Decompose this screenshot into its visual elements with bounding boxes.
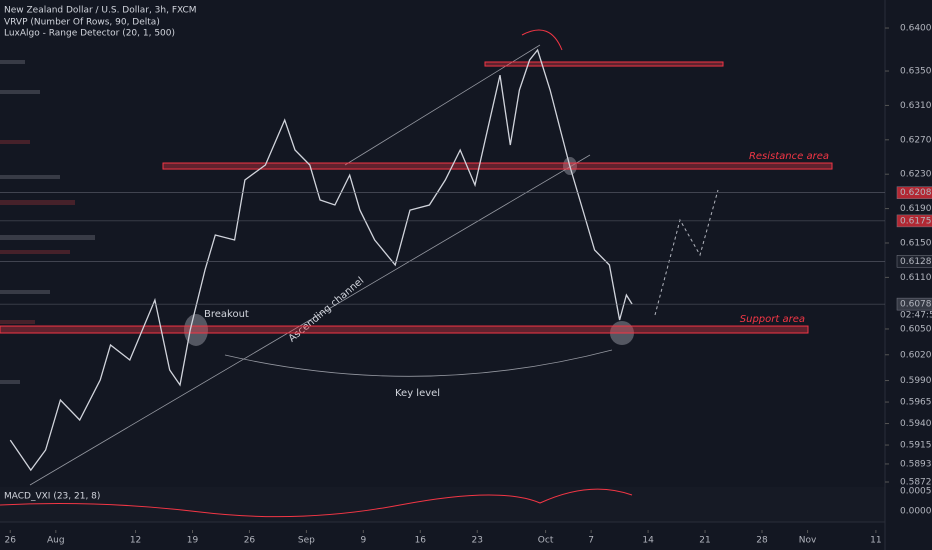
zone — [0, 325, 809, 334]
x-tick-label: 12 — [130, 536, 141, 546]
volume-profile — [0, 60, 95, 384]
indicator: LuxAlgo - Range Detector (20, 1, 500) — [4, 29, 175, 39]
zone — [162, 162, 833, 170]
key-level-arrow — [224, 349, 613, 377]
price-label: 0.61287 — [900, 257, 932, 267]
x-tick-label: 7 — [588, 536, 594, 546]
x-tick-label: Aug — [47, 536, 65, 546]
x-tick-label: 11 — [870, 536, 881, 546]
x-tick-label: 28 — [756, 536, 768, 546]
x-tick-label: 26 — [5, 536, 17, 546]
zone-label: Resistance area — [749, 151, 829, 162]
x-tick-label: 26 — [244, 536, 256, 546]
macd-title: MACD_VXI (23, 21, 8) — [4, 492, 100, 502]
channel-line — [29, 154, 591, 486]
x-tick-label: Nov — [799, 536, 817, 546]
macd-line — [0, 488, 633, 518]
indicator: VRVP (Number Of Rows, 90, Delta) — [4, 18, 160, 28]
x-tick-label: 14 — [642, 536, 654, 546]
price-label-box — [896, 186, 932, 199]
x-tick-label: Sep — [298, 536, 315, 546]
x-tick-label: 16 — [415, 536, 427, 546]
zone — [484, 61, 724, 67]
annotation: Breakout — [204, 309, 249, 320]
annotation: Key level — [395, 388, 440, 399]
price-label-box — [896, 255, 932, 268]
zone-label: Support area — [740, 314, 805, 325]
price-label: 0.60789 — [900, 300, 932, 310]
channel-line — [344, 44, 541, 166]
x-tick-label: 19 — [187, 536, 199, 546]
projection — [654, 189, 719, 316]
top-arrow — [521, 29, 563, 51]
x-tick-label: 21 — [699, 536, 710, 546]
price-label-box — [896, 297, 932, 311]
x-tick-label: 23 — [472, 536, 483, 546]
price-label-box — [896, 214, 932, 228]
title: New Zealand Dollar / U.S. Dollar, 3h, FX… — [4, 6, 197, 16]
marker — [184, 314, 208, 346]
y-tick-label: 0.58720 — [900, 478, 932, 488]
countdown: 02:47:53 — [900, 311, 932, 321]
price-label: 0.62085 — [900, 188, 932, 198]
price-label: 0.61757 — [900, 216, 932, 226]
x-tick-label: Oct — [538, 536, 554, 546]
macd-pane — [0, 487, 885, 522]
x-tick-label: 9 — [360, 536, 366, 546]
